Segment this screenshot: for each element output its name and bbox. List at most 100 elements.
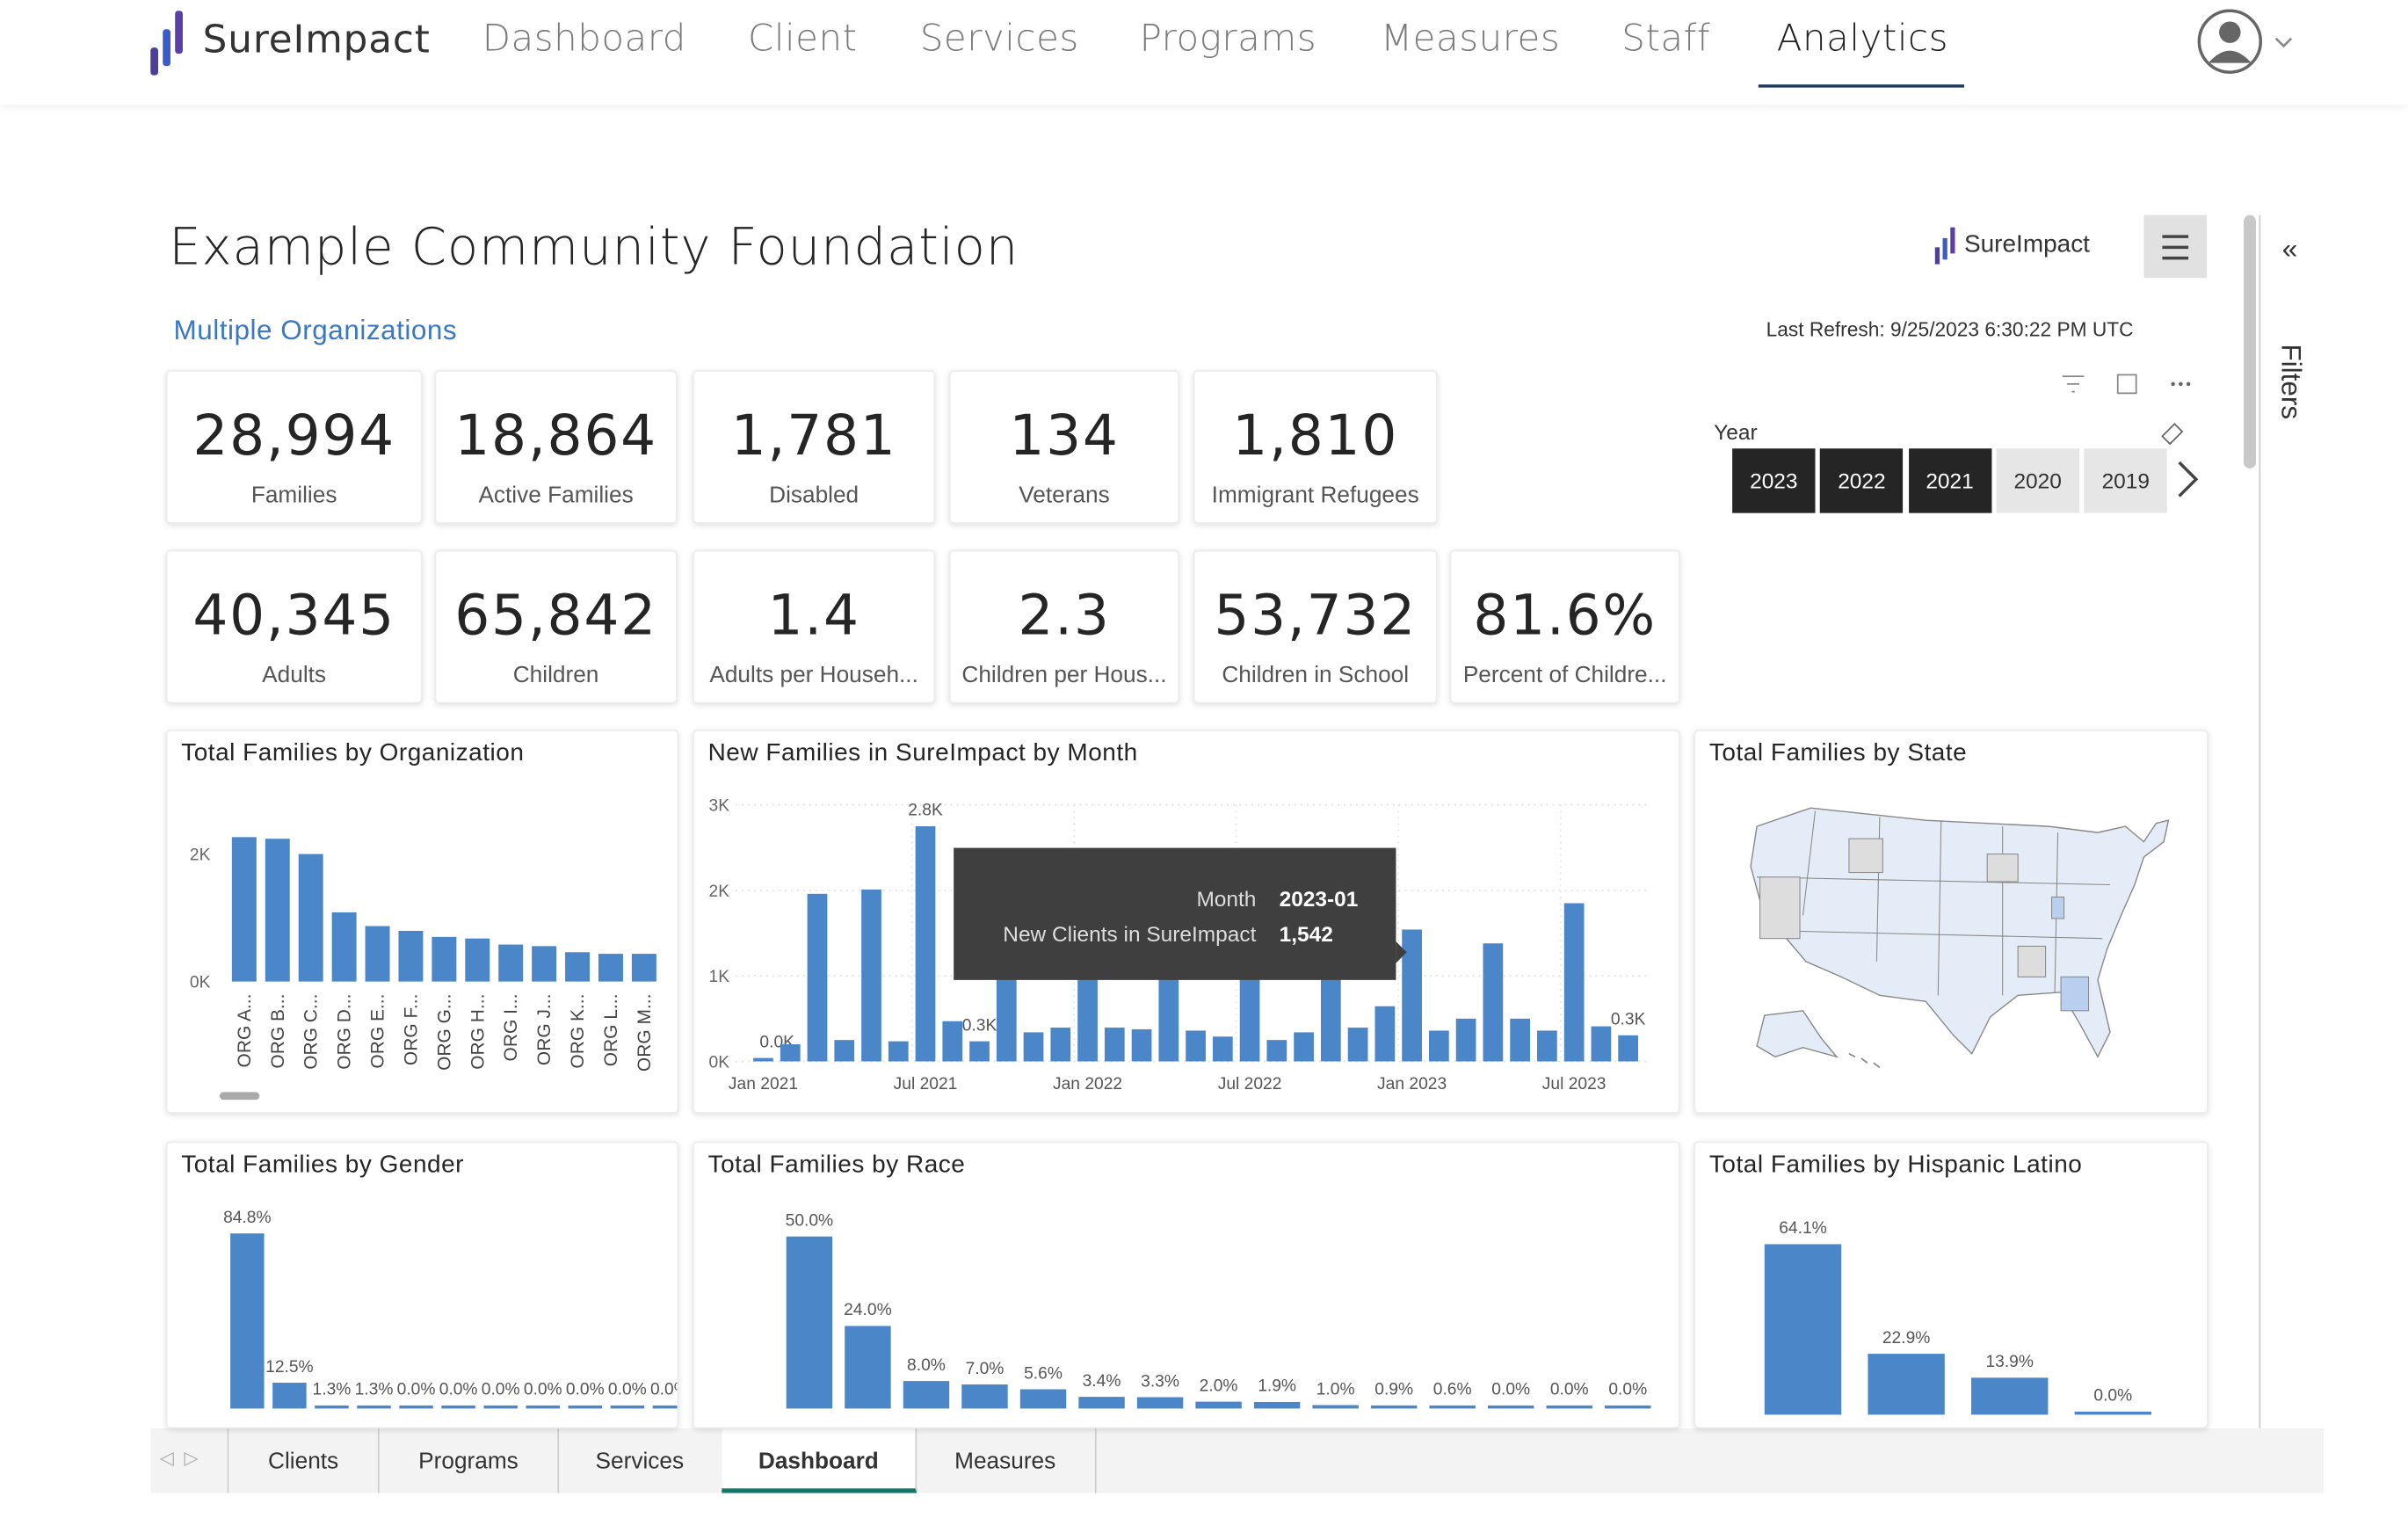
- data-label: 0.0%: [397, 1381, 436, 1399]
- bar: [1563, 903, 1585, 1062]
- year-option[interactable]: 2022: [1820, 448, 1904, 513]
- kpi-label: Adults: [262, 662, 327, 688]
- bar: [1429, 1405, 1476, 1409]
- nav-underline: [1758, 84, 1964, 88]
- tab-divider: [227, 1428, 229, 1493]
- bar: [1019, 1389, 1067, 1409]
- data-label: 0.9%: [1374, 1381, 1413, 1399]
- kpi-label: Children per Hous...: [961, 662, 1167, 688]
- top-bar: [0, 0, 2408, 105]
- x-tick-label: ORG L...: [601, 994, 621, 1067]
- chart-title: Total Families by State: [1708, 740, 1968, 766]
- report-brand: SureImpact: [1963, 231, 2090, 258]
- report-tab[interactable]: Dashboard: [722, 1428, 918, 1493]
- report-tab[interactable]: Measures: [915, 1428, 1097, 1493]
- data-label: 12.5%: [265, 1358, 314, 1377]
- nav-link[interactable]: Staff: [1621, 17, 1711, 61]
- data-label: 24.0%: [844, 1301, 892, 1319]
- report-tab[interactable]: Programs: [380, 1428, 560, 1493]
- visual-panel: Total Families by State: [1694, 730, 2209, 1114]
- report-tab[interactable]: Clients: [228, 1428, 380, 1493]
- kpi-label: Families: [250, 482, 337, 509]
- chart: [1750, 807, 2170, 1069]
- year-option[interactable]: 2019: [2084, 448, 2167, 513]
- data-label: 2.8K: [908, 802, 943, 820]
- avatar[interactable]: [2196, 8, 2303, 78]
- report-subtitle: Multiple Organizations: [173, 315, 458, 346]
- report-tab[interactable]: Services: [557, 1428, 724, 1493]
- filters-pane-label[interactable]: Filters: [2275, 344, 2307, 420]
- bar: [357, 1405, 391, 1409]
- bar: [1212, 1036, 1233, 1062]
- kpi-value: 53,732: [1214, 585, 1417, 649]
- data-label: 0.0%: [1491, 1381, 1530, 1399]
- pane-divider: [2259, 214, 2261, 1429]
- bar: [1312, 1405, 1359, 1409]
- visual-panel: 0K 1K 2K 3K 0.0K Jan 2021 2.8K Jul 2021 0.3K Jan …: [693, 730, 1680, 1114]
- data-label: 8.0%: [907, 1356, 946, 1375]
- last-refresh: Last Refresh: 9/25/2023 6:30:22 PM UTC: [1766, 317, 2134, 341]
- kpi-value: 2.3: [1018, 585, 1111, 649]
- tooltip-key: New Clients in SureImpact: [1003, 923, 1256, 947]
- data-label: 0.0%: [608, 1381, 647, 1399]
- slicer-next[interactable]: [2174, 458, 2201, 501]
- nav-link[interactable]: Measures: [1380, 17, 1561, 61]
- bar: [1104, 1028, 1125, 1062]
- brand-logo: [150, 11, 183, 76]
- chart: 64.1% 22.9% 13.9% 0.0%: [1764, 1219, 2152, 1415]
- x-tick-label: ORG I...: [501, 994, 521, 1062]
- bar: [915, 825, 936, 1062]
- state-highlight: [2060, 976, 2090, 1012]
- bar: [1618, 1035, 1639, 1062]
- bar: [1078, 1397, 1125, 1409]
- data-label: 3.3%: [1141, 1372, 1179, 1391]
- x-tick-label: Jul 2022: [1218, 1075, 1282, 1093]
- bar: [1374, 1006, 1396, 1062]
- bar: [1546, 1405, 1592, 1409]
- nav-link[interactable]: Dashboard: [482, 17, 686, 61]
- data-label: 7.0%: [966, 1360, 1005, 1378]
- data-label: 0.0%: [1608, 1381, 1647, 1399]
- bar: [1429, 1030, 1449, 1062]
- bar: [465, 938, 490, 982]
- tab-arrows[interactable]: ◁ ▷: [159, 1447, 199, 1469]
- hawaii: [1848, 1052, 1881, 1069]
- kpi-card: 1,810 Immigrant Refugees: [1193, 370, 1438, 524]
- year-option[interactable]: 2021: [1908, 448, 1991, 513]
- data-label: 0.3K: [962, 1016, 997, 1035]
- data-label: 2.0%: [1200, 1377, 1238, 1395]
- kpi-card: 1,781 Disabled: [693, 370, 936, 524]
- menu-button[interactable]: [2143, 214, 2208, 279]
- kpi-card: 28,994 Families: [165, 370, 423, 524]
- data-label: 0.0%: [1550, 1381, 1589, 1399]
- tab-bar: [150, 1428, 2324, 1493]
- nav-link[interactable]: Client: [748, 17, 858, 61]
- kpi-card: 40,345 Adults: [165, 549, 423, 704]
- visual-panel: 50.0% 24.0% 8.0% 7.0% 5.6% 3.4% 3.3% 2.0% 1.9% 1.…: [693, 1141, 1680, 1429]
- state-highlight: [2051, 896, 2065, 919]
- collapse-icon[interactable]: «: [2281, 233, 2298, 265]
- bar: [1402, 929, 1422, 1062]
- tooltip-key: Month: [1196, 888, 1256, 912]
- brand-name: SureImpact: [202, 17, 431, 62]
- nav-link[interactable]: Analytics: [1776, 17, 1948, 61]
- bar: [1455, 1018, 1476, 1062]
- us-map: [1750, 807, 2170, 1058]
- kpi-card: 81.6% Percent of Childre...: [1449, 549, 1680, 704]
- visual-icons: [2062, 374, 2191, 446]
- bar: [1136, 1397, 1184, 1409]
- nav-link[interactable]: Programs: [1139, 17, 1317, 61]
- data-label: 3.4%: [1083, 1372, 1121, 1391]
- nav-link[interactable]: Services: [919, 17, 1079, 61]
- data-label: 64.1%: [1779, 1219, 1827, 1238]
- bar: [315, 1405, 349, 1409]
- bar: [1023, 1032, 1044, 1062]
- year-option[interactable]: 2020: [1996, 448, 2079, 513]
- data-label: 0.0%: [566, 1381, 605, 1399]
- kpi-card: 1.4 Adults per Househ...: [693, 549, 936, 704]
- bar: [265, 839, 290, 982]
- data-label: 1.0%: [1316, 1380, 1355, 1399]
- bar: [526, 1405, 560, 1409]
- year-option[interactable]: 2023: [1732, 448, 1816, 513]
